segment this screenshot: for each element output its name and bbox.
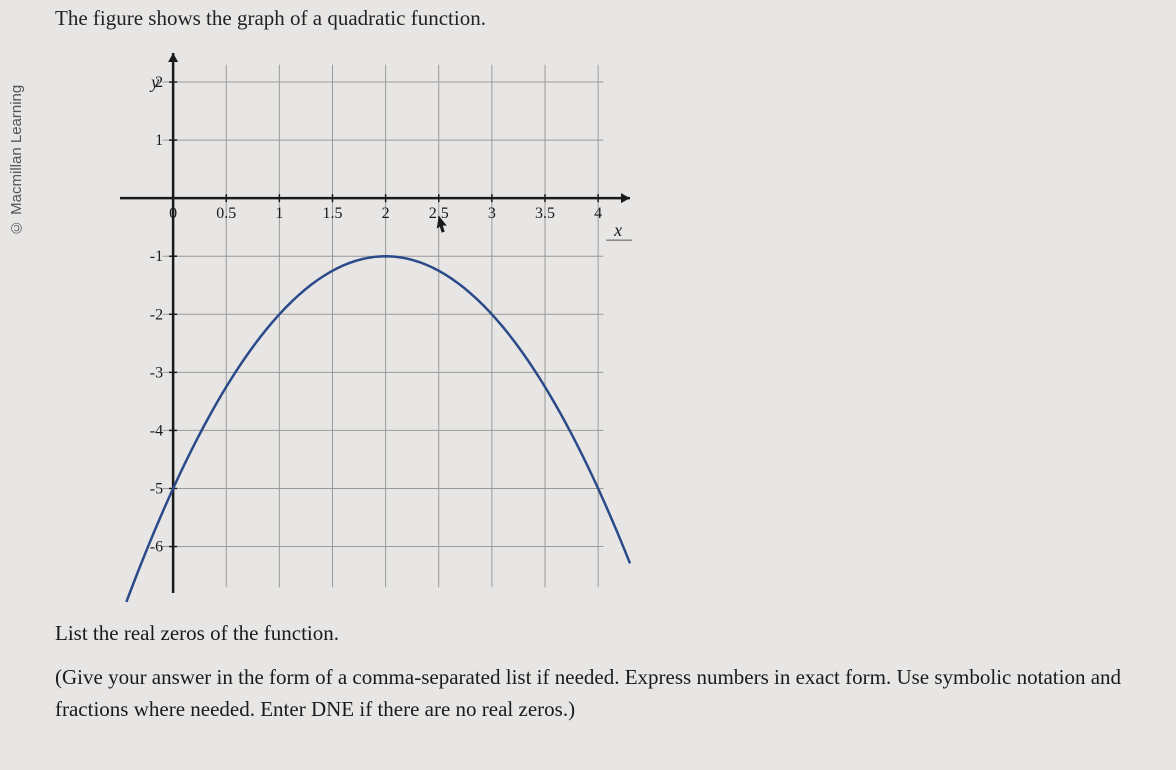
svg-text:1: 1 — [275, 205, 283, 222]
svg-text:-5: -5 — [150, 480, 163, 497]
svg-text:4: 4 — [594, 205, 602, 222]
svg-text:-3: -3 — [150, 364, 163, 381]
svg-text:x: x — [613, 220, 622, 240]
svg-text:3: 3 — [488, 205, 496, 222]
copyright-label: © Macmillan Learning — [8, 50, 28, 270]
question-content: The figure shows the graph of a quadrati… — [55, 6, 1176, 725]
svg-text:3.5: 3.5 — [535, 205, 555, 222]
svg-text:0: 0 — [169, 205, 177, 222]
chart-container: 00.511.522.533.54-6-5-4-3-2-112yx — [90, 43, 1176, 603]
svg-text:y: y — [149, 72, 159, 92]
svg-text:2: 2 — [382, 205, 390, 222]
question-hint: (Give your answer in the form of a comma… — [55, 662, 1176, 725]
svg-text:-1: -1 — [150, 248, 163, 265]
svg-text:1: 1 — [155, 132, 163, 149]
svg-text:-4: -4 — [150, 422, 163, 439]
question-title: The figure shows the graph of a quadrati… — [55, 6, 1176, 31]
svg-text:0.5: 0.5 — [216, 205, 236, 222]
quadratic-chart: 00.511.522.533.54-6-5-4-3-2-112yx — [90, 43, 670, 603]
svg-text:1.5: 1.5 — [323, 205, 343, 222]
question-prompt: List the real zeros of the function. — [55, 621, 1176, 646]
svg-text:-6: -6 — [150, 539, 163, 556]
svg-text:-2: -2 — [150, 306, 163, 323]
